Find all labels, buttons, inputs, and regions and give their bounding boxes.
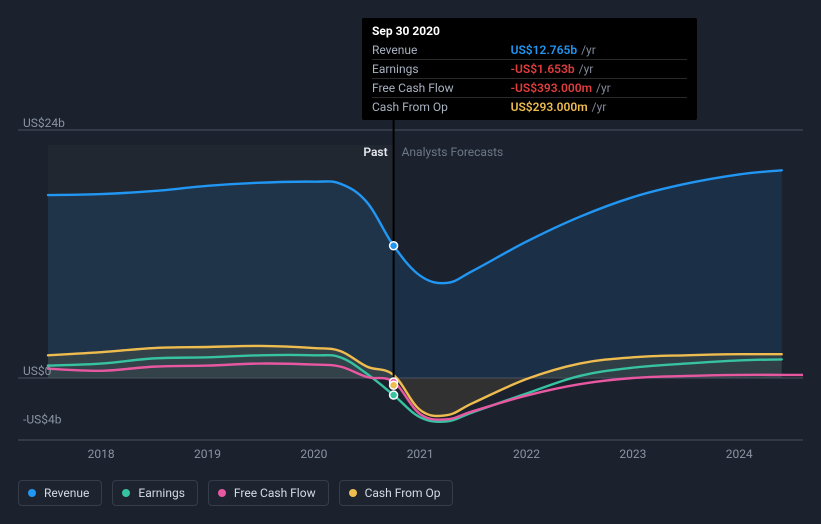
tooltip-row-label: Earnings bbox=[372, 60, 511, 79]
y-label-top: US$24b bbox=[23, 116, 65, 130]
tooltip-row-label: Cash From Op bbox=[372, 98, 511, 117]
legend-swatch bbox=[122, 489, 130, 497]
past-label: Past bbox=[363, 145, 387, 159]
legend-item-free_cash_flow[interactable]: Free Cash Flow bbox=[208, 480, 329, 506]
legend-label: Free Cash Flow bbox=[234, 486, 316, 500]
hover-marker-cash_from_op bbox=[390, 381, 398, 389]
y-label-neg: -US$4b bbox=[23, 412, 62, 426]
tooltip-row-label: Free Cash Flow bbox=[372, 79, 511, 98]
forecast-label: Analysts Forecasts bbox=[402, 145, 504, 159]
legend-swatch bbox=[28, 489, 36, 497]
tooltip-row-value: US$12.765b/yr bbox=[511, 41, 687, 60]
tooltip-row: Cash From OpUS$293.000m/yr bbox=[372, 98, 687, 117]
tooltip-row-value: -US$393.000m/yr bbox=[511, 79, 687, 98]
tooltip-table: RevenueUS$12.765b/yrEarnings-US$1.653b/y… bbox=[372, 41, 687, 116]
x-tick: 2022 bbox=[513, 447, 540, 461]
tooltip-row: RevenueUS$12.765b/yr bbox=[372, 41, 687, 60]
legend-label: Revenue bbox=[44, 486, 89, 500]
tooltip-row-label: Revenue bbox=[372, 41, 511, 60]
legend-item-cash_from_op[interactable]: Cash From Op bbox=[339, 480, 454, 506]
x-tick: 2024 bbox=[726, 447, 753, 461]
tooltip-date: Sep 30 2020 bbox=[372, 24, 687, 38]
x-tick: 2020 bbox=[300, 447, 327, 461]
y-label-zero: US$0 bbox=[23, 364, 52, 378]
x-tick: 2018 bbox=[88, 447, 115, 461]
legend-label: Cash From Op bbox=[365, 486, 441, 500]
x-tick: 2019 bbox=[194, 447, 221, 461]
tooltip-row: Free Cash Flow-US$393.000m/yr bbox=[372, 79, 687, 98]
legend-item-earnings[interactable]: Earnings bbox=[112, 480, 198, 506]
hover-marker-revenue bbox=[390, 242, 398, 250]
legend-item-revenue[interactable]: Revenue bbox=[18, 480, 102, 506]
tooltip-row-value: -US$1.653b/yr bbox=[511, 60, 687, 79]
legend-label: Earnings bbox=[138, 486, 185, 500]
hover-marker-earnings bbox=[390, 391, 398, 399]
x-tick: 2023 bbox=[619, 447, 646, 461]
tooltip: Sep 30 2020 RevenueUS$12.765b/yrEarnings… bbox=[362, 18, 697, 120]
tooltip-row-value: US$293.000m/yr bbox=[511, 98, 687, 117]
legend-swatch bbox=[218, 489, 226, 497]
legend-swatch bbox=[349, 489, 357, 497]
legend: Revenue Earnings Free Cash Flow Cash From O… bbox=[18, 480, 453, 506]
tooltip-row: Earnings-US$1.653b/yr bbox=[372, 60, 687, 79]
x-tick: 2021 bbox=[407, 447, 434, 461]
